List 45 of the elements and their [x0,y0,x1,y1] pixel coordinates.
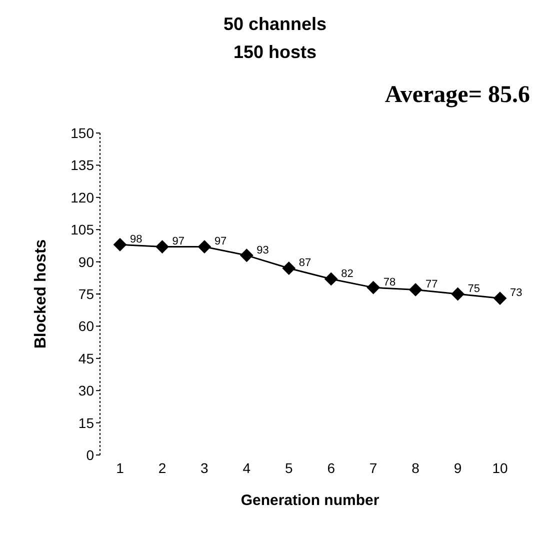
y-tick-label: 150 [70,124,94,141]
y-tick-label: 105 [70,222,94,238]
x-tick-label: 7 [369,460,378,476]
x-tick-label: 10 [492,460,508,476]
chart-title: 50 channels 150 hosts [222,13,328,64]
x-tick-label: 9 [454,460,462,476]
x-tick-label: 1 [116,460,124,476]
data-label: 73 [510,287,522,300]
data-label: 98 [130,234,142,246]
y-tick-label: 120 [70,189,94,206]
y-tick-label: 135 [70,157,94,174]
y-tick-label: 15 [78,414,94,431]
y-tick-label: 30 [78,382,94,399]
y-tick-label: 60 [78,318,94,334]
x-tick-label: 3 [200,460,209,476]
point [156,240,169,254]
y-axis-title: Blocked hosts [32,239,50,349]
x-tick-label: 5 [284,460,293,476]
point [240,248,254,262]
text: Average= 85.6 [384,82,530,109]
y-tick-label: 0 [86,446,94,463]
data-label: 77 [426,278,438,291]
data-label: 93 [256,244,269,256]
point [114,238,126,252]
point [324,272,338,286]
x-tick-label: 6 [327,460,336,476]
x-axis-title: Generation number [240,492,380,509]
x-tick-label: 4 [242,460,251,476]
point [366,281,380,294]
point [282,262,296,275]
data-label: 75 [468,282,480,295]
data-label: 82 [341,268,354,280]
data-label: 97 [172,236,184,248]
data-label: 78 [383,276,396,288]
x-tick-label: 8 [412,460,420,476]
x-tick-label: 2 [158,460,166,476]
y-tick-label: 45 [78,350,94,366]
data-label: 87 [298,257,312,270]
point [494,292,506,305]
y-tick-label: 75 [78,286,94,302]
data-label: 97 [214,236,227,248]
point [451,288,464,300]
point [198,240,211,254]
point [409,283,422,296]
y-tick-label: 90 [78,254,94,270]
